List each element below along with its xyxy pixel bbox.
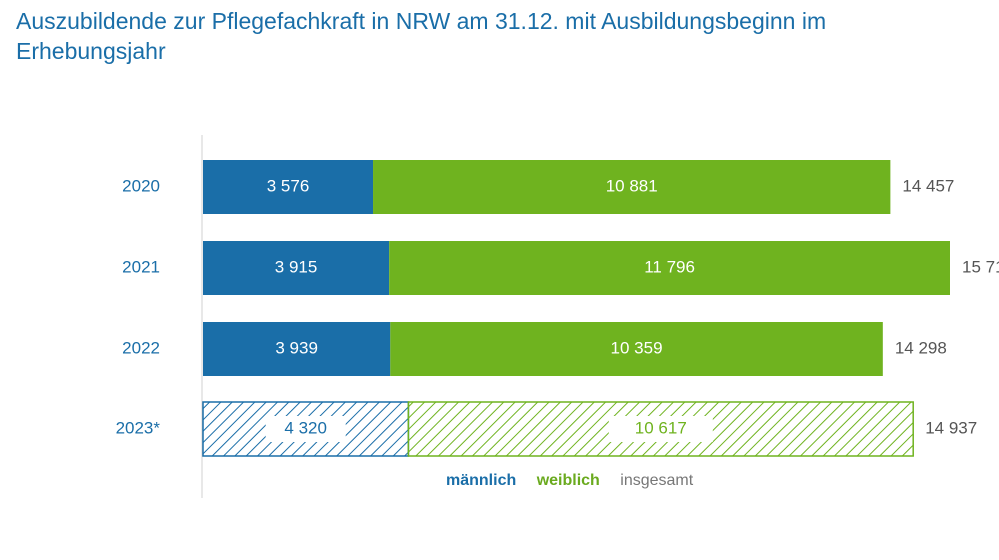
value-label-male: 3 939 — [275, 338, 318, 357]
bar-female — [390, 322, 883, 376]
bar-male — [203, 241, 390, 295]
value-label-male: 3 915 — [275, 257, 318, 276]
category-label: 2020 — [122, 176, 160, 195]
category-label: 2021 — [122, 257, 160, 276]
label-box-male — [265, 416, 346, 442]
total-label: 14 298 — [895, 338, 947, 357]
value-label-female: 10 881 — [606, 176, 658, 195]
total-label: 15 711 — [962, 257, 999, 276]
bar-female — [389, 241, 950, 295]
bar-female — [373, 160, 891, 214]
value-label-female: 10 359 — [611, 338, 663, 357]
value-label-female: 10 617 — [635, 418, 687, 437]
total-label: 14 457 — [902, 176, 954, 195]
value-label-female: 11 796 — [644, 257, 695, 276]
legend: männlich weiblich insgesamt — [446, 472, 709, 490]
value-label-male: 4 320 — [284, 418, 327, 437]
legend-female: weiblich — [536, 472, 600, 489]
chart-title: Auszubildende zur Pflegefachkraft in NRW… — [16, 8, 827, 64]
total-label: 14 937 — [925, 418, 977, 437]
legend-total: insgesamt — [620, 472, 694, 489]
legend-male: männlich — [446, 472, 517, 489]
bar-male — [203, 322, 391, 376]
category-label: 2022 — [122, 338, 160, 357]
bar-male — [203, 160, 374, 214]
value-label-male: 3 576 — [267, 176, 310, 195]
category-label: 2023* — [116, 418, 161, 437]
label-box-female — [608, 416, 713, 442]
